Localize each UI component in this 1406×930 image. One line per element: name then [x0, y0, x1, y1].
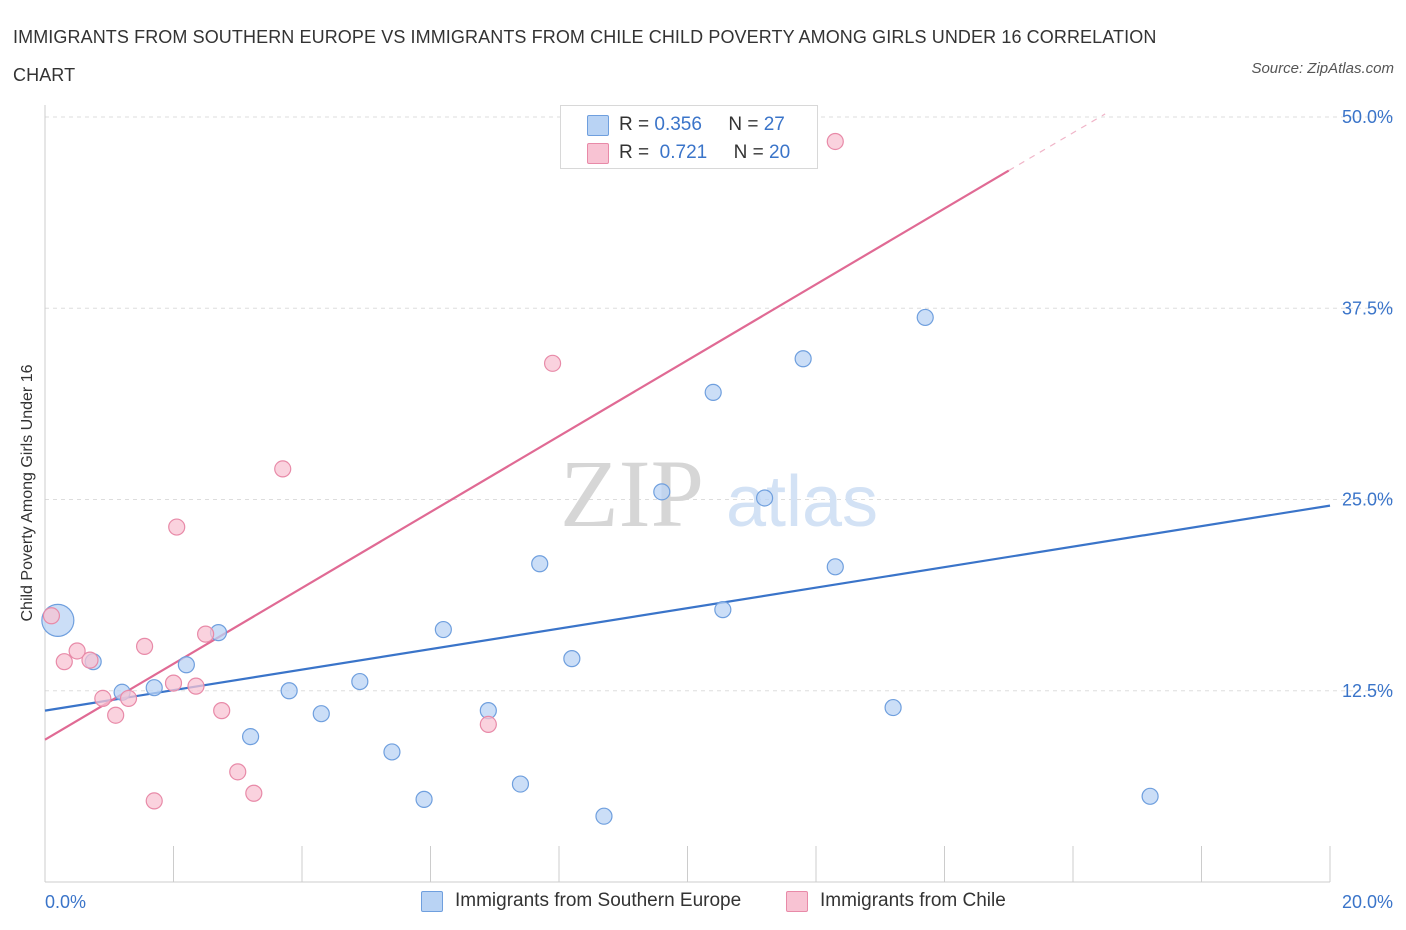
legend-n-value-chile: 20 — [769, 142, 791, 163]
point-chile — [187, 677, 205, 695]
point-southern-europe — [415, 790, 433, 808]
watermark-atlas: atlas — [726, 462, 878, 542]
legend-r-label: R = — [619, 142, 650, 163]
point-southern-europe — [826, 558, 844, 576]
point-southern-europe — [653, 483, 671, 501]
point-chile — [229, 763, 247, 781]
point-chile — [42, 607, 61, 625]
y-tick-label: 50.0% — [1342, 107, 1393, 127]
point-chile — [543, 354, 562, 372]
bottom-legend-label-southern-europe: Immigrants from Southern Europe — [455, 890, 742, 911]
point-chile — [274, 460, 292, 478]
source-attribution: Source: ZipAtlas.com — [1251, 60, 1394, 77]
bottom-legend-swatch-southern-europe — [421, 891, 443, 912]
point-chile — [94, 689, 112, 708]
tick-labels: 12.5% 25.0% 37.5% 50.0% 0.0% 20.0% — [45, 107, 1393, 912]
legend-n-label: N = — [728, 114, 759, 135]
y-tick-label: 25.0% — [1342, 490, 1393, 510]
point-southern-europe — [714, 601, 732, 619]
point-chile — [479, 715, 497, 734]
y-tick-label: 37.5% — [1342, 298, 1393, 318]
point-chile — [197, 625, 215, 643]
legend-r-value-southern-europe: 0.356 — [654, 114, 702, 135]
correlation-legend: R = 0.356 N = 27 R = 0.721 N = 20 — [560, 105, 818, 169]
legend-r-label: R = — [619, 114, 650, 135]
point-southern-europe — [531, 555, 549, 573]
bottom-legend-label-chile: Immigrants from Chile — [820, 890, 1006, 911]
trend-lines — [44, 113, 1331, 741]
point-southern-europe — [511, 775, 530, 793]
point-southern-europe — [145, 679, 163, 697]
point-chile — [213, 702, 231, 720]
point-southern-europe — [351, 672, 369, 691]
point-southern-europe — [383, 743, 401, 761]
point-chile — [81, 651, 99, 669]
data-points — [41, 132, 1159, 825]
point-southern-europe — [242, 728, 260, 746]
axes — [44, 105, 1331, 883]
watermark: ZIP atlas — [560, 440, 878, 547]
point-chile — [55, 653, 73, 671]
x-tick-label: 20.0% — [1342, 892, 1393, 912]
watermark-zip: ZIP — [560, 440, 704, 547]
legend-swatch-chile — [587, 143, 609, 164]
legend-r-value-chile: 0.721 — [659, 142, 708, 163]
legend-swatch-southern-europe — [587, 115, 609, 136]
point-chile — [826, 132, 844, 151]
legend-n-value-southern-europe: 27 — [763, 114, 785, 135]
point-chile — [245, 784, 263, 802]
point-chile — [164, 674, 183, 692]
point-southern-europe — [177, 656, 195, 674]
point-chile — [68, 642, 86, 660]
x-tick-label: 0.0% — [45, 892, 86, 912]
point-southern-europe — [916, 308, 934, 327]
point-chile — [107, 706, 125, 724]
point-southern-europe — [434, 620, 452, 639]
bottom-legend-swatch-chile — [786, 891, 808, 912]
point-southern-europe — [312, 705, 330, 723]
point-chile — [135, 637, 154, 655]
point-chile — [168, 518, 186, 536]
point-chile — [119, 689, 138, 708]
point-southern-europe — [563, 650, 581, 668]
trendline-southern-europe — [44, 504, 1331, 712]
trendline-chile — [44, 169, 1010, 741]
point-southern-europe — [794, 350, 812, 368]
point-southern-europe — [595, 807, 613, 825]
point-southern-europe — [280, 682, 298, 700]
trendline-chile-extension — [1008, 113, 1106, 172]
point-southern-europe — [755, 489, 774, 507]
legend-n-label: N = — [733, 142, 764, 163]
point-chile — [145, 792, 163, 810]
chart-title: IMMIGRANTS FROM SOUTHERN EUROPE VS IMMIG… — [13, 27, 1157, 85]
point-southern-europe — [884, 698, 902, 717]
y-tick-label: 12.5% — [1342, 681, 1393, 701]
point-southern-europe — [1141, 787, 1159, 805]
point-southern-europe — [704, 383, 722, 401]
